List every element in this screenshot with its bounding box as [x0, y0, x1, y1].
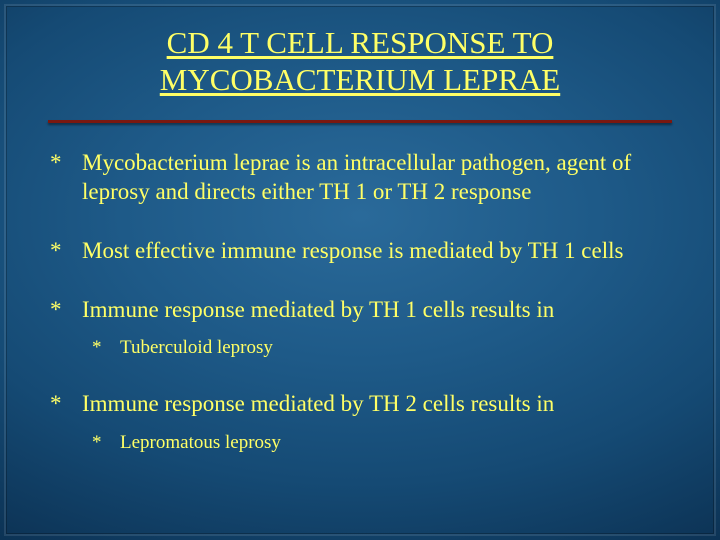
list-item-text: Immune response mediated by TH 1 cells r… [82, 296, 672, 325]
asterisk-icon: * [48, 390, 68, 419]
list-item: * Immune response mediated by TH 1 cells… [48, 296, 672, 325]
asterisk-icon: * [48, 237, 68, 266]
bullet-list: * Mycobacterium leprae is an intracellul… [48, 149, 672, 454]
list-item-text: Immune response mediated by TH 2 cells r… [82, 390, 672, 419]
slide: CD 4 T CELL RESPONSE TO MYCOBACTERIUM LE… [0, 0, 720, 540]
list-item: * Mycobacterium leprae is an intracellul… [48, 149, 672, 207]
list-item-text: Mycobacterium leprae is an intracellular… [82, 149, 672, 207]
list-subitem: * Lepromatous leprosy [92, 431, 672, 455]
asterisk-icon: * [92, 431, 108, 455]
list-item-text: Most effective immune response is mediat… [82, 237, 672, 266]
asterisk-icon: * [48, 296, 68, 325]
asterisk-icon: * [48, 149, 68, 207]
list-subitem: * Tuberculoid leprosy [92, 336, 672, 360]
asterisk-icon: * [92, 336, 108, 360]
list-item: * Most effective immune response is medi… [48, 237, 672, 266]
list-item: * Immune response mediated by TH 2 cells… [48, 390, 672, 419]
divider-rule [48, 120, 672, 123]
list-subitem-text: Lepromatous leprosy [120, 431, 672, 455]
list-subitem-text: Tuberculoid leprosy [120, 336, 672, 360]
slide-title: CD 4 T CELL RESPONSE TO MYCOBACTERIUM LE… [48, 24, 672, 98]
